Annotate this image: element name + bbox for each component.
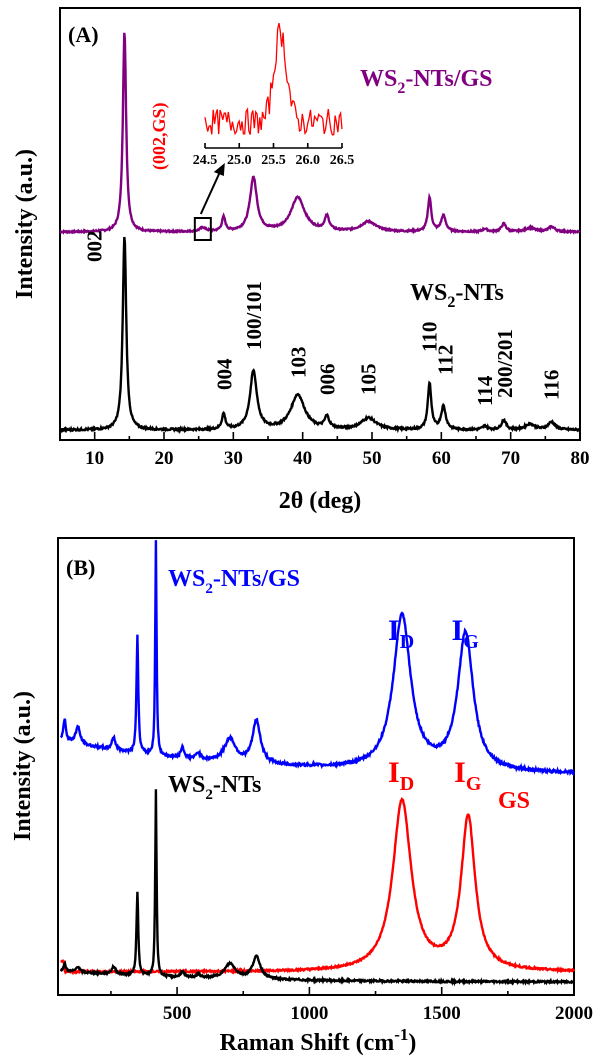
- panel-a-x-ticks: 10 20 30 40 50 60 70 80: [59, 432, 590, 469]
- annotation-002-gs: (002,GS): [149, 102, 170, 170]
- panel-b-band-labels: ID IG ID IG: [388, 614, 482, 795]
- peak-label: 116: [540, 370, 564, 400]
- x-tick-label: 20: [155, 448, 174, 469]
- peak-label: 002: [83, 231, 107, 263]
- x-tick-label: 30: [224, 448, 243, 469]
- panel-b-x-axis-title: Raman Shift (cm-1): [220, 1025, 417, 1056]
- inset-arrow: [199, 169, 222, 215]
- legend-label-ws2-nts-raman: WS2-NTs: [168, 772, 261, 803]
- x-tick-label: 80: [571, 448, 590, 469]
- inset-plot: 24.5 25.0 25.5 26.0 26.5: [193, 22, 355, 168]
- inset-series-line: [204, 22, 343, 136]
- inset-x-tick-label: 26.5: [330, 153, 355, 168]
- peak-label: 110: [418, 322, 442, 352]
- legend-label-ws2-nts-gs: WS2-NTs/GS: [360, 66, 493, 97]
- band-label: ID: [388, 756, 414, 795]
- legend-label-ws2-nts: WS2-NTs: [410, 280, 504, 311]
- inset-x-tick-label: 26.0: [296, 153, 321, 168]
- x-tick-label: 60: [432, 448, 451, 469]
- panel-b-y-axis-title: Intensity (a.u.): [10, 691, 36, 841]
- band-label: ID: [388, 614, 414, 653]
- legend-label-gs: GS: [498, 788, 530, 814]
- inset-arrowhead: [213, 163, 225, 176]
- legend-label-ws2-nts-gs-raman: WS2-NTs/GS: [168, 566, 300, 597]
- peak-label: 004: [212, 358, 236, 390]
- panel-a-y-axis-title: Intensity (a.u.): [12, 149, 38, 299]
- x-tick-label: 40: [293, 448, 312, 469]
- peak-label: 103: [287, 347, 311, 379]
- inset-x-tick-label: 24.5: [193, 153, 218, 168]
- series-line-gs: [60, 796, 576, 976]
- peak-label: 006: [316, 364, 340, 396]
- inset-x-ticks: 24.5 25.0 25.5 26.0 26.5: [193, 143, 355, 168]
- x-tick-label: 10: [85, 448, 104, 469]
- inset-x-tick-label: 25.0: [227, 153, 252, 168]
- peak-label: 100/101: [242, 281, 266, 350]
- x-tick-label: 1500: [423, 1003, 461, 1024]
- series-line-ws2-nts-gs: [59, 32, 581, 235]
- panel-a-label: (A): [68, 22, 99, 47]
- band-label: IG: [452, 614, 480, 653]
- series-line-ws2-nts-raman: [59, 789, 575, 987]
- panel-a-x-axis-title: 2θ (deg): [279, 488, 362, 514]
- x-tick-label: 2000: [555, 1003, 593, 1024]
- x-tick-label: 1000: [290, 1003, 328, 1024]
- peak-label: 200/201: [493, 329, 517, 398]
- series-line-ws2-nts: [59, 236, 581, 435]
- series-line-ws2-nts-gs-raman: [59, 540, 576, 777]
- x-tick-label: 50: [363, 448, 382, 469]
- inset-source-box: [193, 217, 212, 241]
- peak-label: 105: [357, 364, 381, 396]
- inset-x-tick-label: 25.5: [261, 153, 286, 168]
- band-label: IG: [454, 756, 482, 795]
- panel-b-x-ticks: 500 1000 1500 2000: [110, 987, 593, 1024]
- peak-label: 112: [433, 345, 457, 375]
- peak-label: 114: [473, 375, 497, 406]
- panel-a-frame: [59, 7, 581, 441]
- panel-b-label: (B): [66, 555, 95, 580]
- x-tick-label: 70: [501, 448, 520, 469]
- panel-b-frame: [57, 537, 575, 996]
- x-tick-label: 500: [163, 1003, 192, 1024]
